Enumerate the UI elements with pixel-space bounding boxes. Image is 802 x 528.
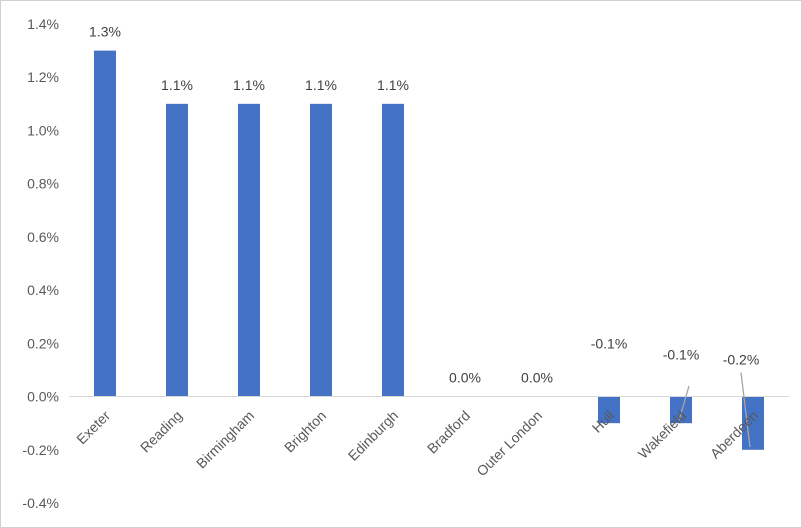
x-tick-label: Birmingham (193, 407, 257, 471)
x-tick-label: Edinburgh (345, 407, 401, 463)
x-tick-label: Wakefield (635, 407, 689, 461)
data-label: 1.1% (161, 77, 193, 93)
leader-lines (678, 372, 751, 448)
leader-line (740, 372, 751, 448)
leader-line (678, 385, 690, 421)
y-axis-ticks: 1.4% 1.2% 1.0% 0.8% 0.6% 0.4% 0.2% 0.0% -0.2% -0.… (22, 16, 59, 511)
y-tick-label: 0.6% (27, 229, 59, 245)
bar (670, 396, 692, 424)
x-tick-label: Outer London (473, 407, 545, 479)
data-label: 0.0% (449, 370, 481, 386)
y-tick-label: 0.4% (27, 282, 59, 298)
data-label: 1.1% (305, 77, 337, 93)
bar (382, 103, 404, 397)
bars (94, 50, 764, 450)
y-tick-label: 1.4% (27, 16, 59, 32)
x-axis-ticks: Exeter Reading Birmingham Brighton Edinburgh… (73, 407, 761, 479)
y-tick-label: 0.0% (27, 389, 59, 405)
bar (310, 103, 332, 397)
x-tick-label: Brighton (281, 407, 329, 455)
bar (94, 50, 116, 397)
data-label: 0.0% (521, 370, 553, 386)
data-label: 1.1% (233, 77, 265, 93)
bar (598, 396, 620, 424)
x-tick-label: Bradford (424, 407, 473, 456)
bar (166, 103, 188, 397)
data-label: -0.2% (723, 352, 760, 368)
data-labels: 1.3% 1.1% 1.1% 1.1% 1.1% 0.0% 0.0% -0.1% -0.1% -0… (89, 24, 759, 386)
y-tick-label: 1.2% (27, 69, 59, 85)
y-tick-label: 1.0% (27, 122, 59, 138)
y-tick-label: -0.4% (22, 495, 59, 511)
x-tick-label: Exeter (73, 407, 113, 447)
y-tick-label: 0.8% (27, 176, 59, 192)
data-label: -0.1% (663, 346, 700, 362)
x-tick-label: Reading (137, 407, 185, 455)
y-tick-label: 0.2% (27, 335, 59, 351)
bar (238, 103, 260, 397)
y-tick-label: -0.2% (22, 442, 59, 458)
bar (742, 396, 764, 450)
data-label: -0.1% (591, 336, 628, 352)
data-label: 1.1% (377, 77, 409, 93)
data-label: 1.3% (89, 24, 121, 40)
